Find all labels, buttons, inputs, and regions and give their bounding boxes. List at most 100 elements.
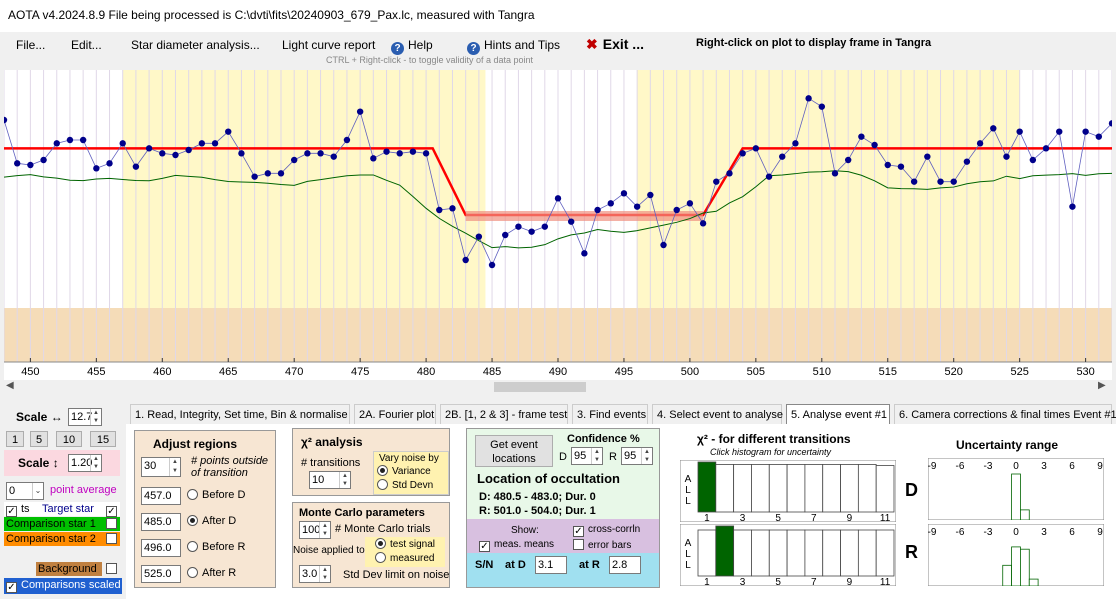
data-point[interactable]: [251, 173, 258, 180]
scale-button-15[interactable]: 15: [90, 431, 116, 447]
data-point[interactable]: [502, 231, 509, 239]
data-point[interactable]: [317, 150, 324, 157]
chevron-down-icon[interactable]: ⌄: [32, 483, 43, 499]
data-point[interactable]: [567, 218, 575, 225]
error-bars-checkbox[interactable]: error bars: [573, 539, 631, 551]
data-point[interactable]: [396, 150, 403, 157]
points-toggle[interactable]: ✓ ts: [6, 503, 30, 517]
meas-means-checkbox[interactable]: ✓ meas. means: [479, 539, 554, 552]
test-signal-radio[interactable]: test signal: [375, 538, 435, 550]
data-point[interactable]: [4, 116, 8, 124]
data-point[interactable]: [264, 170, 272, 177]
data-point[interactable]: [370, 155, 377, 162]
data-point[interactable]: [963, 158, 971, 165]
data-point[interactable]: [554, 195, 562, 202]
cross-corrln-checkbox[interactable]: ✓ cross-corrln: [573, 524, 640, 537]
menu-exit[interactable]: ✖ Exit ...: [586, 36, 644, 53]
data-point[interactable]: [726, 170, 733, 177]
data-point[interactable]: [607, 200, 614, 207]
menu-edit[interactable]: Edit...: [71, 38, 102, 52]
background-checkbox[interactable]: [106, 563, 121, 575]
data-point[interactable]: [185, 146, 192, 154]
data-point[interactable]: [13, 160, 21, 167]
scroll-left-icon[interactable]: ◀: [6, 380, 14, 391]
data-point[interactable]: [330, 153, 337, 160]
data-point[interactable]: [1082, 128, 1089, 135]
data-point[interactable]: [238, 150, 245, 157]
data-point[interactable]: [686, 200, 694, 207]
data-point[interactable]: [752, 145, 760, 152]
data-point[interactable]: [462, 256, 469, 264]
data-point[interactable]: [950, 178, 957, 185]
scrollbar-thumb[interactable]: [494, 382, 586, 392]
data-point[interactable]: [436, 206, 443, 214]
spin-arrows-icon[interactable]: ▲ ▼: [641, 448, 652, 464]
tab-camera-corrections[interactable]: 6. Camera corrections & final times Even…: [894, 404, 1116, 424]
data-point[interactable]: [159, 150, 166, 157]
comparison-star-1-checkbox[interactable]: [106, 518, 121, 530]
data-point[interactable]: [488, 261, 496, 269]
point-average-select[interactable]: 0 ⌄: [6, 482, 44, 500]
chi2-histogram-r[interactable]: ALL 1 3 5 7 9 11: [680, 524, 896, 586]
data-point[interactable]: [53, 140, 60, 147]
data-point[interactable]: [1108, 120, 1112, 127]
menu-file[interactable]: File...: [16, 38, 46, 52]
tab-select-event[interactable]: 4. Select event to analyse: [652, 404, 783, 424]
data-point[interactable]: [475, 233, 483, 240]
chi2-histogram-d[interactable]: ALL 1 3 5 7 9 11: [680, 460, 896, 522]
data-point[interactable]: [66, 136, 74, 144]
data-point[interactable]: [792, 140, 799, 147]
tab-fourier-plot[interactable]: 2A. Fourier plot: [354, 404, 436, 424]
std-devn-radio[interactable]: Std Devn: [377, 479, 433, 491]
data-point[interactable]: [779, 153, 786, 160]
menu-hints[interactable]: ? Hints and Tips: [467, 38, 560, 55]
before-d-input[interactable]: 457.0: [141, 487, 181, 505]
spin-arrows-icon[interactable]: ▲ ▼: [339, 472, 350, 488]
data-point[interactable]: [990, 125, 997, 132]
spin-arrows-icon[interactable]: ▲ ▼: [169, 458, 180, 476]
data-series[interactable]: [4, 95, 1112, 269]
data-point[interactable]: [620, 190, 628, 197]
points-outside-input[interactable]: 30 ▲ ▼: [141, 457, 181, 477]
scale-v-input[interactable]: 1.20 ▲ ▼: [68, 454, 102, 472]
data-point[interactable]: [884, 161, 891, 169]
data-point[interactable]: [304, 150, 311, 157]
spin-arrows-icon[interactable]: ▲ ▼: [319, 522, 330, 538]
menu-help[interactable]: ? Help: [391, 38, 433, 55]
uncertainty-histogram-d[interactable]: -9 -6 -3 0 3 6 9: [928, 458, 1104, 520]
data-point[interactable]: [27, 161, 34, 169]
data-point[interactable]: [290, 156, 298, 164]
data-point[interactable]: [79, 136, 87, 144]
data-point[interactable]: [633, 203, 641, 210]
data-point[interactable]: [594, 206, 601, 214]
data-point[interactable]: [93, 165, 100, 172]
data-point[interactable]: [449, 205, 456, 212]
after-r-radio[interactable]: After R: [187, 567, 236, 579]
data-point[interactable]: [383, 148, 390, 155]
data-point[interactable]: [647, 191, 654, 199]
data-point[interactable]: [277, 170, 285, 177]
data-point[interactable]: [897, 163, 905, 170]
after-d-input[interactable]: 485.0: [141, 513, 181, 531]
uncertainty-histogram-r[interactable]: -9 -6 -3 0 3 6 9: [928, 524, 1104, 586]
data-point[interactable]: [910, 178, 918, 185]
scale-button-1[interactable]: 1: [6, 431, 24, 447]
comparison-star-2-checkbox[interactable]: [106, 533, 121, 545]
data-point[interactable]: [660, 241, 667, 249]
get-event-locations-button[interactable]: Get event locations: [475, 435, 553, 467]
light-curve-plot[interactable]: 450 455 460 465 470 475 480 485 490 495 500 505 510 5…: [4, 70, 1112, 380]
data-point[interactable]: [858, 133, 865, 140]
data-point[interactable]: [937, 178, 944, 185]
data-point[interactable]: [1029, 156, 1037, 164]
data-point[interactable]: [225, 128, 232, 135]
std-dev-limit-input[interactable]: 3.0 ▲ ▼: [299, 565, 331, 583]
tab-read-integrity[interactable]: 1. Read, Integrity, Set time, Bin & norm…: [130, 404, 350, 424]
data-point[interactable]: [356, 108, 364, 115]
variance-radio[interactable]: Variance: [377, 465, 431, 477]
data-point[interactable]: [924, 153, 931, 160]
after-d-radio[interactable]: After D: [187, 515, 236, 527]
data-point[interactable]: [106, 160, 113, 167]
scale-button-5[interactable]: 5: [30, 431, 48, 447]
tab-find-events[interactable]: 3. Find events: [572, 404, 648, 424]
data-point[interactable]: [765, 173, 773, 180]
